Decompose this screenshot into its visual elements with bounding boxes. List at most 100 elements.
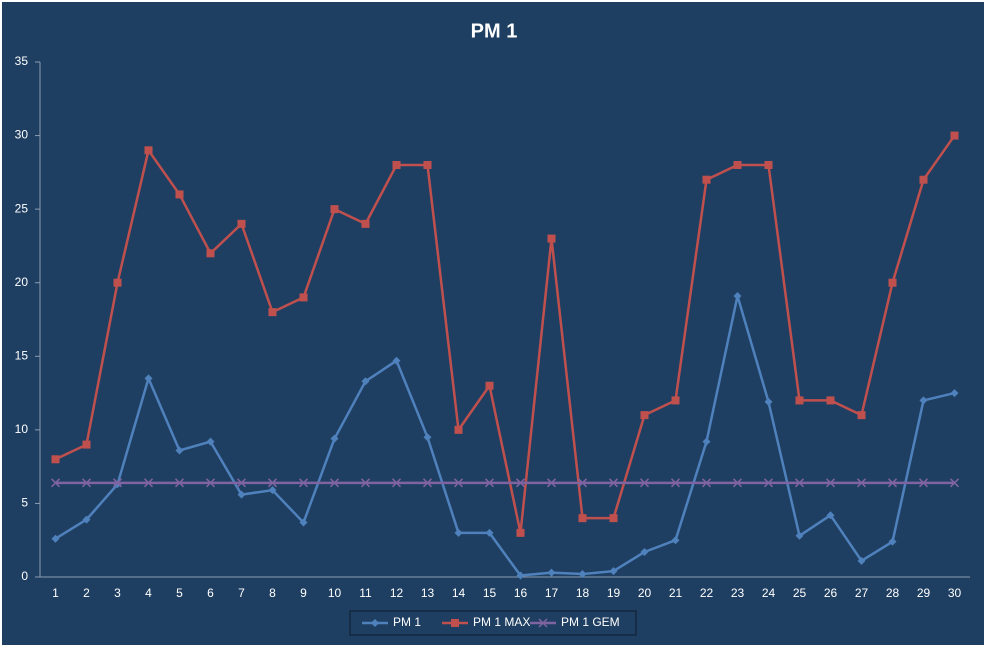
data-point [51,534,60,543]
data-point [795,531,804,540]
data-point [516,528,525,537]
legend-marker [371,619,379,627]
data-point [702,437,711,446]
data-point [51,455,60,464]
data-point [950,131,959,140]
data-point [887,478,898,488]
data-point [423,433,432,442]
y-tick-label: 30 [15,128,29,142]
x-tick-label: 11 [359,586,372,600]
x-tick-label: 22 [700,586,714,600]
data-point [299,293,308,302]
data-point [268,486,277,495]
data-point [330,205,339,214]
legend-label: PM 1 MAX [473,615,530,629]
x-tick-label: 16 [514,586,528,600]
x-tick-label: 13 [421,586,435,600]
data-point [144,374,153,383]
data-point [206,437,215,446]
data-point [671,396,680,405]
data-point [702,175,711,184]
data-point [329,478,340,488]
data-point [578,570,587,579]
data-point [888,278,897,287]
data-point [764,161,773,169]
data-point [205,478,216,488]
x-tick-label: 24 [762,586,776,600]
data-point [453,478,464,488]
data-point [639,478,650,488]
chart-title: PM 1 [471,20,518,42]
data-point [143,478,154,488]
data-point [546,478,557,488]
x-tick-label: 6 [207,586,214,600]
data-point [515,478,526,488]
data-point [857,556,866,565]
series-line [54,134,956,535]
data-point [733,291,742,300]
data-point [330,434,339,443]
x-tick-label: 7 [238,586,245,600]
data-point [888,537,897,546]
x-tick-label: 4 [145,586,152,600]
x-tick-label: 14 [452,586,466,600]
data-point [577,478,588,488]
data-point [361,377,370,386]
x-tick-label: 17 [545,586,559,600]
data-point [392,161,401,169]
data-point [174,478,185,488]
data-point [918,478,929,488]
data-point [857,411,866,420]
data-point [236,478,247,488]
data-point [609,567,618,576]
data-point [919,175,928,184]
data-point [206,249,215,258]
x-tick-label: 18 [576,586,590,600]
series-line [54,294,955,577]
y-tick-label: 20 [15,275,29,289]
data-point [826,396,835,405]
data-point [608,478,619,488]
x-tick-label: 20 [638,586,652,600]
data-point [82,515,91,524]
legend-marker [451,619,459,627]
x-tick-label: 27 [855,586,869,600]
data-point [516,571,525,580]
data-point [299,518,308,527]
y-tick-label: 35 [15,54,29,68]
y-tick-label: 5 [21,496,28,510]
data-point [422,478,433,488]
legend-marker [538,618,548,628]
data-point [175,190,184,199]
data-point [267,478,278,488]
data-point [547,568,556,577]
x-tick-label: 8 [269,586,276,600]
x-tick-label: 9 [300,586,307,600]
data-point [640,547,649,556]
data-point [360,478,371,488]
data-point [795,396,804,405]
x-tick-label: 5 [176,586,183,600]
data-point [423,161,432,169]
data-point [81,478,92,488]
data-point [237,219,246,228]
x-tick-label: 30 [948,586,962,600]
x-tick-label: 19 [607,586,621,600]
x-tick-label: 25 [793,586,807,600]
y-tick-label: 10 [15,422,29,436]
data-point [50,478,61,488]
y-tick-label: 15 [15,348,29,362]
data-point [392,356,401,365]
x-tick-label: 26 [824,586,838,600]
data-point [391,478,402,488]
data-point [175,446,184,455]
data-point [950,389,959,398]
data-point [794,478,805,488]
x-tick-label: 23 [731,586,745,600]
data-point [701,478,712,488]
data-point [578,514,587,523]
data-point [764,397,773,406]
x-tick-label: 10 [328,586,342,600]
data-point [949,478,960,488]
